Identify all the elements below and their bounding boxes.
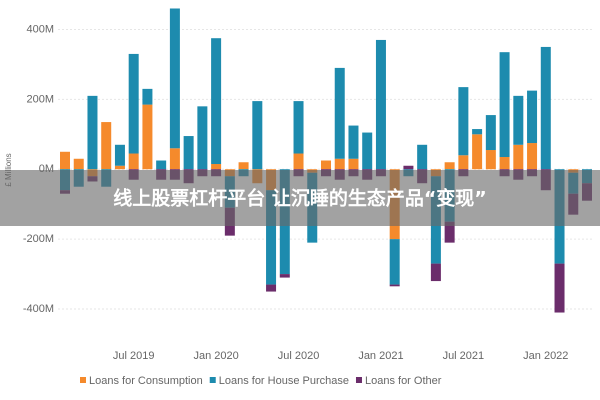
bar	[458, 155, 469, 170]
x-tick-label: Jan 2022	[523, 350, 568, 362]
bar	[389, 239, 400, 285]
bar	[60, 151, 70, 170]
bar	[389, 284, 400, 287]
bar	[348, 125, 359, 159]
banner	[0, 170, 600, 226]
bar	[73, 158, 84, 170]
bar	[279, 274, 290, 278]
x-tick-label: Jan 2021	[358, 350, 403, 362]
bar	[444, 221, 455, 243]
bar	[403, 165, 414, 170]
bar	[321, 160, 331, 170]
bar	[169, 8, 180, 149]
bar	[527, 143, 538, 170]
bar	[485, 115, 496, 151]
bar	[499, 52, 510, 158]
bar	[444, 162, 455, 170]
bar	[293, 153, 304, 170]
bar	[211, 164, 222, 170]
bar	[197, 106, 208, 170]
bar	[293, 101, 304, 154]
bar	[238, 162, 249, 170]
bar	[183, 136, 194, 170]
y-tick-label: 200M	[26, 93, 54, 105]
bar	[266, 190, 277, 285]
bar	[211, 38, 222, 165]
bar	[430, 263, 441, 282]
bar	[499, 157, 510, 170]
x-tick-label: Jan 2020	[193, 350, 238, 362]
y-tick-label: -200M	[23, 233, 54, 245]
bar	[169, 148, 180, 170]
bar	[252, 101, 263, 170]
bar	[554, 263, 565, 313]
bar	[128, 53, 139, 154]
x-tick-label: Jul 2019	[113, 350, 155, 362]
bar	[540, 46, 551, 170]
legend-label: Loans for House Purchase	[219, 375, 349, 387]
bar	[472, 134, 483, 170]
bar	[513, 144, 524, 170]
bar	[156, 160, 167, 170]
bar	[334, 158, 345, 170]
bar	[527, 90, 538, 144]
y-tick-label: -400M	[23, 303, 54, 315]
y-tick-label: 400M	[26, 23, 54, 35]
legend-swatch	[355, 377, 362, 383]
bar	[485, 150, 496, 170]
legend-label: Loans for Consumption	[89, 375, 203, 387]
bar	[266, 284, 277, 292]
bar	[142, 88, 153, 105]
bar	[87, 95, 98, 170]
bar	[142, 104, 153, 170]
bar	[114, 144, 125, 166]
x-tick-label: Jul 2021	[443, 350, 485, 362]
banner-text: 线上股票杠杆平台 让沉睡的生态产品“变现”	[113, 187, 487, 210]
bar	[458, 87, 469, 156]
bar	[417, 144, 428, 170]
legend-swatch	[80, 377, 86, 383]
bar	[114, 165, 125, 170]
bar	[334, 67, 345, 159]
bar	[375, 39, 386, 170]
bar	[348, 158, 359, 170]
bar	[128, 153, 139, 170]
bar	[362, 132, 373, 170]
bar	[101, 122, 112, 170]
legend-label: Loans for Other	[365, 375, 442, 387]
x-tick-label: Jul 2020	[278, 350, 320, 362]
bar	[472, 129, 483, 135]
legend-swatch	[209, 377, 216, 383]
bar	[513, 95, 524, 145]
